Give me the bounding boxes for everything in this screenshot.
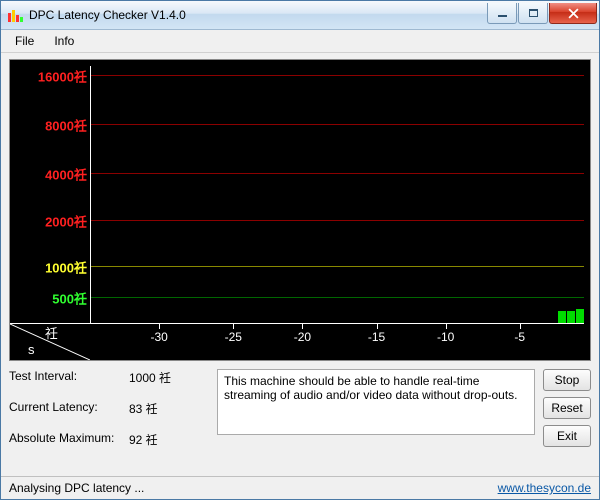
x-tick-label: -5 <box>514 330 525 344</box>
x-axis: 祍 s -30 -25 -20 -15 -10 -5 <box>10 323 584 360</box>
menu-file[interactable]: File <box>7 32 42 50</box>
x-unit-label: s <box>28 342 35 357</box>
test-interval-value: 1000 祍 <box>129 369 171 386</box>
app-window: DPC Latency Checker V1.4.0 File Info 160… <box>0 0 600 500</box>
x-ticks: -30 -25 -20 -15 -10 -5 <box>90 324 584 360</box>
content-area: 16000祍8000祍4000祍2000祍1000祍500祍 祍 s -30-2… <box>1 53 599 476</box>
latency-chart: 16000祍8000祍4000祍2000祍1000祍500祍 祍 s -30-2… <box>9 59 591 361</box>
chart-plot-area: 16000祍8000祍4000祍2000祍1000祍500祍 <box>90 66 584 324</box>
y-unit-label: 祍 <box>45 326 58 341</box>
x-tick-label: -15 <box>368 330 385 344</box>
x-tick-label: -25 <box>225 330 242 344</box>
x-tick <box>520 324 521 329</box>
stats-panel: Test Interval: 1000 祍 Current Latency: 8… <box>9 369 209 462</box>
status-message: This machine should be able to handle re… <box>217 369 535 435</box>
menu-bar: File Info <box>1 30 599 53</box>
x-tick <box>233 324 234 329</box>
window-controls <box>486 3 597 23</box>
x-tick-label: -20 <box>294 330 311 344</box>
x-tick <box>446 324 447 329</box>
title-bar[interactable]: DPC Latency Checker V1.4.0 <box>1 1 599 30</box>
status-text: Analysing DPC latency ... <box>9 481 144 495</box>
y-tick-label: 2000祍 <box>45 211 91 230</box>
absolute-maximum-label: Absolute Maximum: <box>9 431 129 448</box>
reset-button[interactable]: Reset <box>543 397 591 419</box>
app-icon <box>7 7 23 23</box>
test-interval-label: Test Interval: <box>9 369 129 386</box>
y-gridline <box>91 173 584 174</box>
x-tick-label: -30 <box>150 330 167 344</box>
absolute-maximum-value: 92 祍 <box>129 431 158 448</box>
stop-button[interactable]: Stop <box>543 369 591 391</box>
minimize-button[interactable] <box>487 3 517 24</box>
latency-bar <box>576 309 584 324</box>
status-bar: Analysing DPC latency ... www.thesycon.d… <box>1 476 599 499</box>
current-latency-value: 83 祍 <box>129 400 158 417</box>
x-tick-label: -10 <box>437 330 454 344</box>
current-latency-label: Current Latency: <box>9 400 129 417</box>
y-gridline <box>91 297 584 298</box>
y-tick-label: 8000祍 <box>45 116 91 135</box>
axis-corner: 祍 s <box>10 324 90 360</box>
y-gridline <box>91 75 584 76</box>
button-column: Stop Reset Exit <box>543 369 591 462</box>
x-tick <box>377 324 378 329</box>
x-tick <box>302 324 303 329</box>
y-tick-label: 16000祍 <box>38 67 91 86</box>
info-row: Test Interval: 1000 祍 Current Latency: 8… <box>9 369 591 462</box>
close-button[interactable] <box>549 3 597 24</box>
vendor-link[interactable]: www.thesycon.de <box>498 481 591 495</box>
y-gridline <box>91 266 584 267</box>
x-tick <box>159 324 160 329</box>
y-tick-label: 500祍 <box>52 289 91 308</box>
exit-button[interactable]: Exit <box>543 425 591 447</box>
window-title: DPC Latency Checker V1.4.0 <box>29 8 486 22</box>
menu-info[interactable]: Info <box>46 32 82 50</box>
maximize-button[interactable] <box>518 3 548 24</box>
y-tick-label: 4000祍 <box>45 165 91 184</box>
y-gridline <box>91 220 584 221</box>
y-gridline <box>91 124 584 125</box>
latency-bars <box>91 66 584 324</box>
y-tick-label: 1000祍 <box>45 258 91 277</box>
